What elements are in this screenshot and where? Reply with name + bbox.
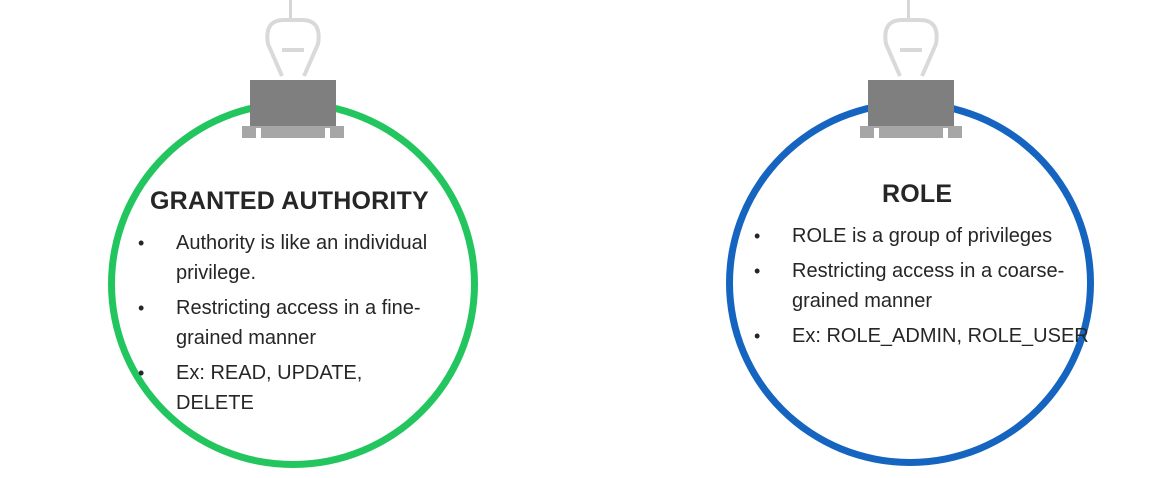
list-item: • Restricting access in a fine-grained m… bbox=[138, 293, 438, 353]
bullet-text: Authority is like an individual privileg… bbox=[176, 232, 428, 284]
card-title: ROLE bbox=[882, 180, 953, 208]
bullet-dot-icon: • bbox=[754, 326, 761, 346]
role-card: ROLE • ROLE is a group of privileges • R… bbox=[718, 0, 1098, 478]
bullet-dot-icon: • bbox=[138, 363, 145, 383]
bullet-dot-icon: • bbox=[754, 226, 761, 246]
bullet-dot-icon: • bbox=[138, 233, 145, 253]
bullet-dot-icon: • bbox=[754, 261, 761, 281]
bullet-text: ROLE is a group of privileges bbox=[792, 225, 1053, 247]
bullet-text: Restricting access in a fine-grained man… bbox=[176, 297, 421, 349]
binder-clip-icon bbox=[860, 18, 962, 138]
bullet-list: • ROLE is a group of privileges • Restri… bbox=[754, 221, 1089, 356]
bullet-list: • Authority is like an individual privil… bbox=[138, 228, 438, 423]
bullet-text: Ex: ROLE_ADMIN, ROLE_USER bbox=[792, 325, 1089, 347]
card-title: GRANTED AUTHORITY bbox=[150, 187, 429, 215]
list-item: • Ex: READ, UPDATE, DELETE bbox=[138, 358, 376, 418]
bullet-text: Restricting access in a coarse-grained m… bbox=[792, 260, 1065, 312]
list-item: • ROLE is a group of privileges bbox=[754, 221, 1089, 251]
list-item: • Restricting access in a coarse-grained… bbox=[754, 256, 1089, 316]
hanging-string bbox=[907, 0, 910, 18]
binder-clip-icon bbox=[242, 18, 344, 138]
list-item: • Authority is like an individual privil… bbox=[138, 228, 438, 288]
hanging-string bbox=[289, 0, 292, 18]
list-item: • Ex: ROLE_ADMIN, ROLE_USER bbox=[754, 321, 1089, 351]
bullet-text: Ex: READ, UPDATE, DELETE bbox=[176, 362, 363, 414]
granted-authority-card: GRANTED AUTHORITY • Authority is like an… bbox=[100, 0, 480, 478]
bullet-dot-icon: • bbox=[138, 298, 145, 318]
